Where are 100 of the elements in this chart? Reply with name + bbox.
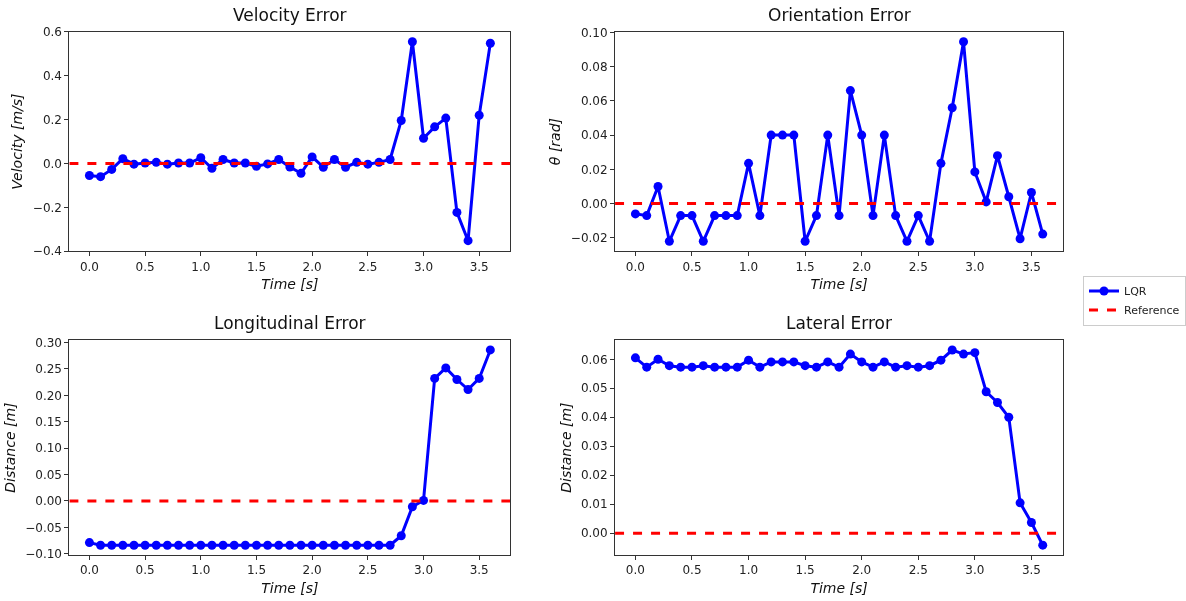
point [162,540,172,550]
y-tick-label: 0.10 [580,25,608,40]
point [185,540,195,550]
point [857,357,867,367]
y-axis-title: Distance [m] [1,402,18,493]
x-tick-label: 0.5 [135,259,155,274]
point [441,363,451,373]
point [363,540,373,550]
point [240,158,250,168]
point [352,540,362,550]
point [925,236,935,246]
y-tick-label: −0.02 [570,231,608,246]
point [710,362,720,372]
point [868,211,878,221]
y-tick-label: 0.04 [580,410,608,425]
y-tick-label: 0.20 [35,388,62,403]
point [630,353,640,363]
point [868,362,878,372]
point [185,158,195,168]
point [664,236,674,246]
y-axis-title: Velocity [m/s] [9,93,26,190]
x-tick-label: 0.5 [682,563,702,578]
point [891,362,901,372]
y-tick-label: 0.25 [35,362,62,377]
y-tick-label: −0.2 [32,200,62,215]
point [419,133,429,143]
point [84,171,94,181]
x-tick-label: 2.0 [852,563,872,578]
point [823,357,833,367]
point [196,153,206,163]
x-tick-label: 1.0 [739,259,759,274]
legend-label: LQR [1124,285,1147,299]
point [744,355,754,365]
point [407,37,417,47]
point [721,211,731,221]
x-tick-label: 0.0 [625,259,645,274]
point [452,375,462,384]
point [207,540,217,550]
point [959,349,969,359]
point [811,211,821,221]
point [800,361,810,371]
x-tick-label: 3.0 [965,563,985,578]
point [129,540,139,550]
point [687,362,697,372]
point [385,540,395,550]
x-tick-label: 1.5 [795,259,815,274]
x-axis-title: Time [s] [261,275,319,292]
y-tick-label: 0.00 [35,494,62,509]
point [676,362,686,372]
point [107,540,117,550]
x-tick-label: 3.5 [469,259,489,274]
point [653,354,663,364]
point [174,540,184,550]
point [140,540,150,550]
point [196,540,206,550]
y-tick-label: 0.4 [42,68,62,83]
x-tick-label: 3.5 [469,563,489,578]
x-tick-label: 1.5 [246,259,267,274]
y-tick-label: 0.00 [580,196,608,211]
point [1026,187,1036,197]
point [474,110,484,120]
point [307,152,317,162]
point [84,538,94,548]
point [1004,412,1014,422]
x-tick-label: 0.0 [79,259,99,274]
point [318,540,328,550]
point [296,168,306,178]
y-axis-title: Distance [m] [557,402,574,493]
y-tick-label: 0.02 [580,162,608,177]
point [251,540,261,550]
y-tick-label: 0.6 [42,25,62,40]
point [396,531,406,541]
point [778,357,788,367]
y-tick-label: 0.0 [42,156,62,171]
x-tick-label: 1.0 [191,563,211,578]
point [263,540,273,550]
x-tick-label: 3.0 [413,563,434,578]
x-tick-label: 1.0 [191,259,211,274]
y-tick-label: 0.01 [580,497,608,512]
y-tick-label: 0.08 [580,59,608,74]
y-tick-label: 0.02 [580,468,608,483]
point [845,349,855,359]
point [789,357,799,367]
point [766,130,776,140]
point [307,540,317,550]
point [913,211,923,221]
point [218,540,228,550]
x-tick-label: 0.5 [135,563,155,578]
point [947,103,957,113]
point [970,167,980,177]
point [151,157,161,167]
point [676,211,686,221]
point [107,164,117,174]
point [981,387,991,397]
point [118,540,128,550]
point [274,540,284,550]
point [732,211,742,221]
point [463,236,473,246]
point [296,540,306,550]
x-tick-label: 0.0 [625,563,645,578]
